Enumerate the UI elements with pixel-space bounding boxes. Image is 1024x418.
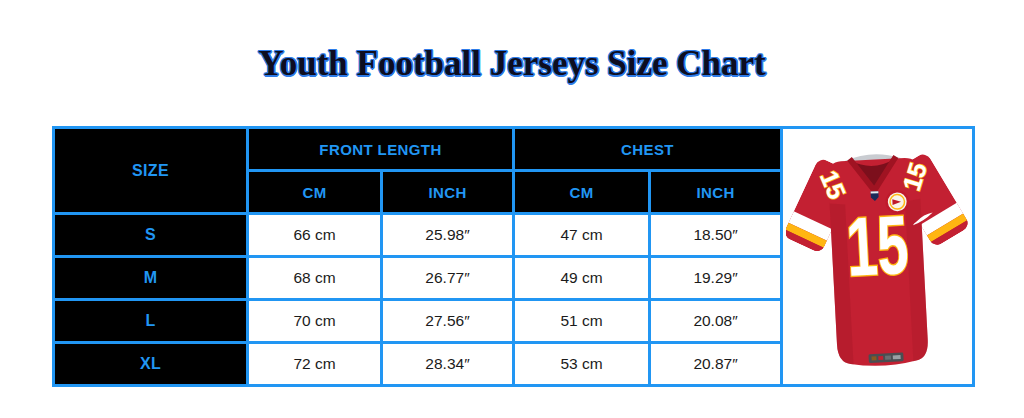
jersey-chest-number: 15 <box>844 197 911 293</box>
header-chest-cm: CM <box>514 171 650 214</box>
size-label: S <box>54 214 248 257</box>
front-length-cm: 72 cm <box>248 343 382 386</box>
front-length-cm: 68 cm <box>248 257 382 300</box>
jersey-photo: 15 15 15 <box>782 128 974 386</box>
size-label: L <box>54 300 248 343</box>
chest-inch: 20.87″ <box>650 343 782 386</box>
front-length-inch: 28.34″ <box>382 343 514 386</box>
front-length-inch: 25.98″ <box>382 214 514 257</box>
jocktag <box>868 352 903 363</box>
chest-cm: 53 cm <box>514 343 650 386</box>
page-title: Youth Football Jerseys Size Chart <box>0 0 1024 84</box>
front-length-cm: 66 cm <box>248 214 382 257</box>
front-length-cm: 70 cm <box>248 300 382 343</box>
size-chart-table: SIZE FRONT LENGTH CHEST <box>52 126 975 387</box>
header-front-cm: CM <box>248 171 382 214</box>
chest-inch: 20.08″ <box>650 300 782 343</box>
chest-inch: 19.29″ <box>650 257 782 300</box>
chest-inch: 18.50″ <box>650 214 782 257</box>
chest-cm: 51 cm <box>514 300 650 343</box>
header-front-inch: INCH <box>382 171 514 214</box>
front-length-inch: 26.77″ <box>382 257 514 300</box>
header-chest-inch: INCH <box>650 171 782 214</box>
header-front-length: FRONT LENGTH <box>248 128 514 171</box>
size-label: XL <box>54 343 248 386</box>
chest-cm: 49 cm <box>514 257 650 300</box>
size-label: M <box>54 257 248 300</box>
header-chest: CHEST <box>514 128 782 171</box>
header-size: SIZE <box>54 128 248 214</box>
front-length-inch: 27.56″ <box>382 300 514 343</box>
jersey-image: 15 15 15 <box>786 143 970 373</box>
chest-cm: 47 cm <box>514 214 650 257</box>
